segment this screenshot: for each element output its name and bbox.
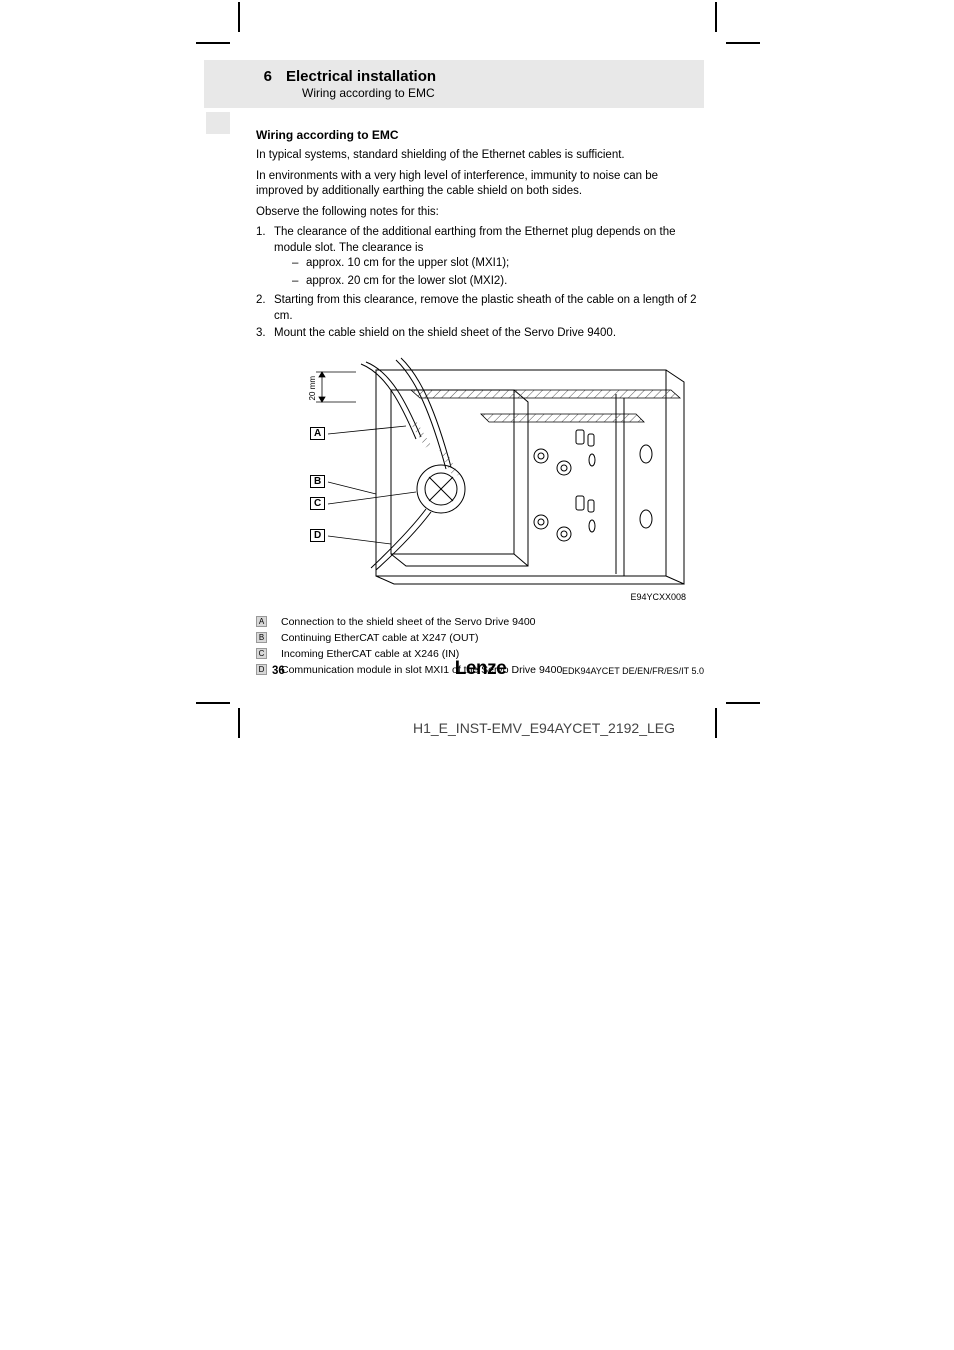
section-title: Wiring according to EMC: [256, 128, 704, 142]
page-footer: 36 Lenze EDK94AYCET DE/EN/FR/ES/IT 5.0: [272, 658, 704, 680]
legend-row: A Connection to the shield sheet of the …: [256, 616, 704, 628]
legend-key: A: [256, 616, 267, 627]
crop-mark: [726, 702, 760, 704]
legend-row: B Continuing EtherCAT cable at X247 (OUT…: [256, 632, 704, 644]
callout-a: A: [310, 427, 325, 440]
document-code: EDK94AYCET DE/EN/FR/ES/IT 5.0: [562, 666, 704, 676]
list-item: 2. Starting from this clearance, remove …: [256, 293, 704, 324]
document-reference: H1_E_INST-EMV_E94AYCET_2192_LEG: [413, 720, 675, 736]
callout-c: C: [310, 497, 325, 510]
callout-b: B: [310, 475, 325, 488]
chapter-number: 6: [256, 68, 272, 85]
wiring-diagram-svg: [256, 354, 686, 588]
crop-mark: [715, 708, 717, 738]
legend-text: Connection to the shield sheet of the Se…: [281, 616, 704, 628]
legend-text: Continuing EtherCAT cable at X247 (OUT): [281, 632, 704, 644]
numbered-list: 1. The clearance of the additional earth…: [256, 225, 704, 342]
figure-caption: E94YCXX008: [256, 592, 704, 602]
paragraph: In environments with a very high level o…: [256, 169, 704, 200]
crop-mark: [196, 702, 230, 704]
paragraph: Observe the following notes for this:: [256, 205, 704, 221]
list-item: 1. The clearance of the additional earth…: [256, 225, 704, 291]
page: 6 Electrical installation Wiring accordi…: [0, 0, 954, 1350]
chapter-subtitle: Wiring according to EMC: [302, 86, 692, 100]
dash-item: approx. 20 cm for the lower slot (MXI2).: [292, 274, 704, 290]
chapter-header: 6 Electrical installation Wiring accordi…: [204, 60, 704, 108]
crop-mark: [715, 2, 717, 32]
crop-mark: [238, 708, 240, 738]
page-number: 36: [272, 665, 285, 677]
dash-item: approx. 10 cm for the upper slot (MXI1);: [292, 256, 704, 272]
paragraph: In typical systems, standard shielding o…: [256, 148, 704, 164]
chapter-title: Electrical installation: [286, 68, 436, 85]
legend-key: C: [256, 648, 267, 659]
crop-mark: [726, 42, 760, 44]
sidebar-tab: [206, 112, 230, 134]
legend-key: B: [256, 632, 267, 643]
callout-d: D: [310, 529, 325, 542]
legend-key: D: [256, 664, 267, 675]
list-item: 3. Mount the cable shield on the shield …: [256, 326, 704, 342]
crop-mark: [196, 42, 230, 44]
list-text: The clearance of the additional earthing…: [274, 226, 676, 254]
dash-list: approx. 10 cm for the upper slot (MXI1);…: [292, 256, 704, 289]
crop-mark: [238, 2, 240, 32]
brand-logo: Lenze: [455, 658, 506, 680]
dimension-label: 20 mm: [308, 376, 317, 400]
content-area: 6 Electrical installation Wiring accordi…: [256, 60, 704, 680]
technical-figure: 20 mm A B C D: [256, 354, 686, 588]
